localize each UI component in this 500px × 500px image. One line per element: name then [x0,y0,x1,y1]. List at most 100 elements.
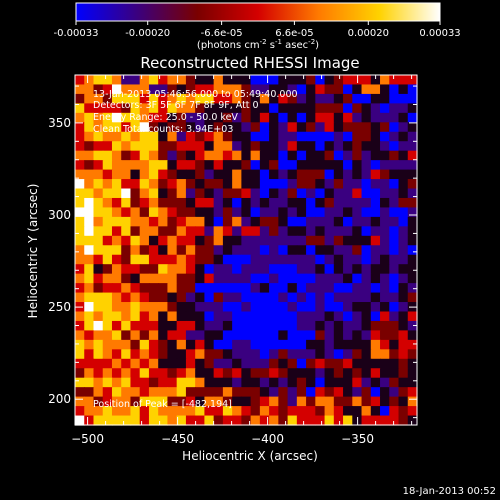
heatmap-cell [370,330,381,341]
heatmap-cell [380,112,390,123]
heatmap-cell [296,396,307,407]
heatmap-cell [407,235,418,246]
heatmap-cell [287,339,298,350]
heatmap-cell [222,415,233,426]
heatmap-cell [343,188,353,199]
heatmap-cell [389,320,400,332]
heatmap-cell [93,273,104,284]
heatmap-cell [93,131,104,142]
heatmap-cell [148,197,159,209]
heatmap-cell [389,396,400,407]
heatmap-cell [259,207,270,218]
heatmap-cell [389,169,400,180]
heatmap-cell [204,302,215,313]
heatmap-cell [213,320,224,332]
heatmap-cell [84,112,95,123]
heatmap-cell [296,197,307,209]
heatmap-cell [370,122,381,133]
heatmap-cell [102,302,113,313]
heatmap-cell [232,93,242,104]
heatmap-cell [176,406,187,417]
heatmap-cell [287,216,298,227]
heatmap-cell [167,320,178,332]
heatmap-cell [232,141,242,152]
heatmap-cell [102,406,113,417]
heatmap-cell [222,235,233,246]
heatmap-cell [185,302,196,313]
heatmap-cell [315,292,326,303]
heatmap-cell [93,320,104,332]
heatmap-cell [269,396,279,407]
heatmap-cell [84,160,95,171]
heatmap-cell [306,169,316,180]
heatmap-cell [306,84,316,95]
heatmap-cell [158,131,169,142]
heatmap-cell [269,264,279,275]
heatmap-cell [269,84,279,95]
heatmap-cell [176,103,187,114]
heatmap-cell [158,235,169,246]
heatmap-cell [195,273,205,284]
heatmap-cell [222,292,233,303]
heatmap-cell [130,160,141,171]
heatmap-cell [148,141,159,152]
heatmap-cell [84,377,95,388]
heatmap-cell [130,150,141,161]
heatmap-cell [167,93,178,104]
heatmap-cell [407,339,418,350]
heatmap-cell [315,103,326,114]
heatmap-cell [232,264,242,275]
heatmap-cell [185,254,196,265]
heatmap-cell [222,273,233,284]
heatmap-cell [185,188,196,199]
heatmap-cell [306,311,316,322]
heatmap-cell [213,245,224,256]
heatmap-cell [75,169,85,180]
heatmap-cell [380,188,390,199]
heatmap-cell [121,188,132,199]
heatmap-cell [380,216,390,227]
heatmap-cell [333,169,344,180]
heatmap-cell [222,330,233,341]
heatmap-cell [241,188,252,199]
heatmap-cell [241,339,252,350]
heatmap-cell [389,188,400,199]
heatmap-cell [213,377,224,388]
heatmap-cell [241,292,252,303]
heatmap-cell [361,84,372,95]
heatmap-cell [370,368,381,379]
heatmap-cell [130,302,141,313]
colorbar-units: (photons cm-2 s-1 asec-2) [197,38,319,51]
heatmap-cell [324,235,335,246]
heatmap-cell [232,396,242,407]
heatmap-cell [315,75,326,86]
heatmap-cell [407,169,418,180]
heatmap-cell [269,169,279,180]
heatmap-cell [398,396,409,407]
heatmap-cell [102,396,113,407]
heatmap-cell [306,245,316,256]
heatmap-cell [213,283,224,294]
energy-range-text: Energy Range: 25.0 - 50.0 keV [93,112,238,123]
heatmap-cell [102,179,113,190]
heatmap-cell [380,292,390,303]
heatmap-cell [398,406,409,417]
heatmap-cell [75,160,85,171]
heatmap-cell [84,207,95,218]
heatmap-cell [241,112,252,123]
heatmap-cell [333,406,344,417]
heatmap-cell [389,131,400,142]
heatmap-cell [306,122,316,133]
heatmap-cell [398,216,409,227]
heatmap-cell [139,93,150,104]
heatmap-cell [250,216,261,227]
y-tick-label: 350 [48,116,71,130]
heatmap-cell [352,406,363,417]
heatmap-cell [370,292,381,303]
heatmap-cell [287,283,298,294]
heatmap-cell [121,320,132,332]
heatmap-cell [167,112,178,123]
heatmap-cell [389,197,400,209]
heatmap-cell [204,169,215,180]
